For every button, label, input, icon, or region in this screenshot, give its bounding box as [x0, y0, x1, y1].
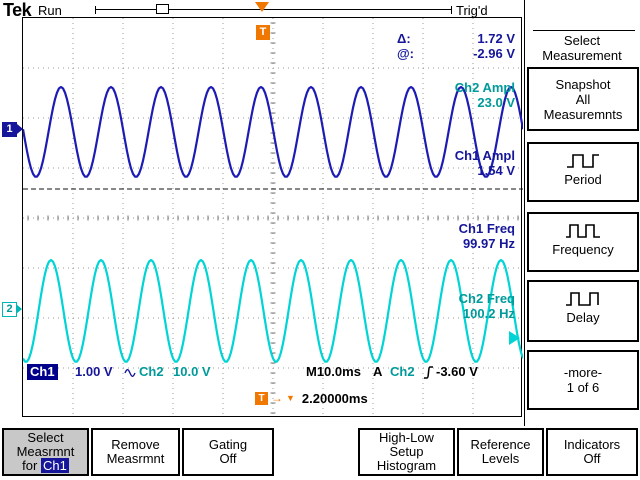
measurement-value: 1.54 V: [477, 163, 515, 178]
period-waveform-icon: [567, 154, 599, 168]
cursor-delta-value: 1.72 V: [477, 31, 515, 46]
period-button[interactable]: Period: [527, 142, 639, 202]
ch2-label: Ch2: [139, 364, 164, 379]
graticule: T Δ: 1.72 V @: -2.96 V Ch2 Ampl 23.0 V Ch1…: [22, 17, 523, 418]
ch2-scale: 10.0 V: [173, 364, 211, 379]
measurement-name: Ch1 Ampl: [454, 148, 515, 163]
trigger-level: -3.60 V: [436, 364, 478, 379]
side-menu-title: Select Measurement: [525, 33, 639, 63]
measurement-value: 23.0 V: [477, 95, 515, 110]
trigger-delay-time: 2.20000ms: [301, 390, 368, 406]
trigger-position-marker: T: [256, 25, 270, 40]
ch1-badge: Ch1: [27, 364, 58, 380]
menu-title-rule: [533, 30, 635, 31]
button-label: Measrmnt: [106, 451, 165, 466]
cursor-delta-label: Δ:: [397, 31, 411, 46]
button-label: Delay: [566, 310, 600, 325]
for-label: for: [22, 458, 38, 473]
button-label: for Ch1: [22, 458, 69, 473]
menu-separator-line: [524, 0, 525, 426]
frequency-waveform-icon: [566, 224, 600, 238]
button-label: Off: [219, 451, 237, 466]
arrow-down-icon: ▼: [286, 393, 295, 403]
button-label: Measrmnt: [16, 444, 75, 459]
reference-levels-button[interactable]: Reference Levels: [457, 428, 544, 476]
button-label: Measuremnts: [543, 107, 623, 122]
indicators-off-button[interactable]: Indicators Off: [546, 428, 638, 476]
waveform-canvas: [23, 18, 523, 418]
high-low-setup-histogram-button[interactable]: High-Low Setup Histogram: [358, 428, 455, 476]
measurement-name: Ch1 Freq: [458, 221, 515, 236]
measurement-ch1-freq: Ch1 Freq 99.97 Hz: [397, 221, 515, 251]
button-label: -more-: [563, 365, 603, 380]
measurement-value: 100.2 Hz: [462, 306, 515, 321]
more-button[interactable]: -more- 1 of 6: [527, 350, 639, 410]
side-menu-title-line1: Select: [563, 33, 601, 48]
ch1-marker-label: 1: [6, 123, 13, 135]
ch2-marker-label: 2: [6, 303, 13, 315]
delayed-trigger-readout: T → ▼ 2.20000ms: [255, 390, 368, 406]
ac-coupling-icon: [124, 368, 136, 378]
frequency-button[interactable]: Frequency: [527, 212, 639, 272]
button-label: All: [575, 92, 591, 107]
measurement-name: Ch2 Ampl: [454, 80, 515, 95]
button-label: Snapshot: [555, 77, 611, 92]
button-label: Gating: [208, 437, 248, 452]
button-label: Indicators: [563, 437, 621, 452]
measurement-ch2-ampl: Ch2 Ampl 23.0 V: [397, 80, 515, 110]
timebase-readout: M10.0ms: [306, 364, 361, 379]
cursor-at-value: -2.96 V: [473, 46, 515, 61]
status-bar: Ch1 1.00 V Ch2 10.0 V M10.0ms A Ch2 -3.6…: [23, 364, 523, 382]
tek-logo: Tek: [3, 0, 32, 20]
button-label: 1 of 6: [566, 380, 600, 395]
remove-measurement-button[interactable]: Remove Measrmnt: [91, 428, 180, 476]
side-menu-title-line2: Measurement: [542, 48, 622, 63]
ch1-scale: 1.00 V: [75, 364, 113, 379]
trigger-status: Trig'd: [456, 3, 488, 18]
cursor-readout: Δ: 1.72 V @: -2.96 V: [397, 31, 515, 61]
button-label: Frequency: [552, 242, 614, 257]
measurement-ch1-ampl: Ch1 Ampl 1.54 V: [397, 148, 515, 178]
acquisition-bar: [95, 6, 452, 14]
acquisition-progress-marker: [156, 4, 169, 14]
cursor-at-label: @:: [397, 46, 415, 61]
acquisition-state: Run: [38, 3, 62, 18]
button-label: Histogram: [376, 458, 437, 473]
trigger-source: Ch2: [390, 364, 415, 379]
trigger-position-top-icon: [255, 2, 269, 12]
trigger-mode: A: [373, 364, 383, 379]
rising-edge-icon: [424, 366, 433, 379]
button-label: Period: [564, 172, 602, 187]
delay-waveform-icon: [566, 292, 599, 306]
button-label: Reference: [470, 437, 531, 452]
gating-off-button[interactable]: Gating Off: [182, 428, 274, 476]
measurement-name: Ch2 Freq: [458, 291, 515, 306]
button-label: Setup: [389, 444, 424, 459]
button-label: High-Low: [379, 430, 434, 445]
arrow-right-icon: →: [271, 391, 283, 405]
ch1-channel-badge: Ch1: [40, 458, 69, 473]
ch2-position-marker: 2: [2, 302, 22, 317]
button-label: Select: [27, 430, 64, 445]
snapshot-all-measurements-button[interactable]: Snapshot All Measuremnts: [527, 67, 639, 131]
delay-button[interactable]: Delay: [527, 280, 639, 342]
select-measurement-for-ch1-button[interactable]: Select Measrmnt for Ch1: [2, 428, 89, 476]
button-label: Levels: [481, 451, 520, 466]
measurement-value: 99.97 Hz: [462, 236, 515, 251]
trigger-marker-icon: T: [255, 391, 268, 405]
ch1-position-marker: 1: [2, 122, 23, 137]
button-label: Off: [583, 451, 601, 466]
measurement-ch2-freq: Ch2 Freq 100.2 Hz: [397, 291, 515, 321]
button-label: Remove: [111, 437, 160, 452]
